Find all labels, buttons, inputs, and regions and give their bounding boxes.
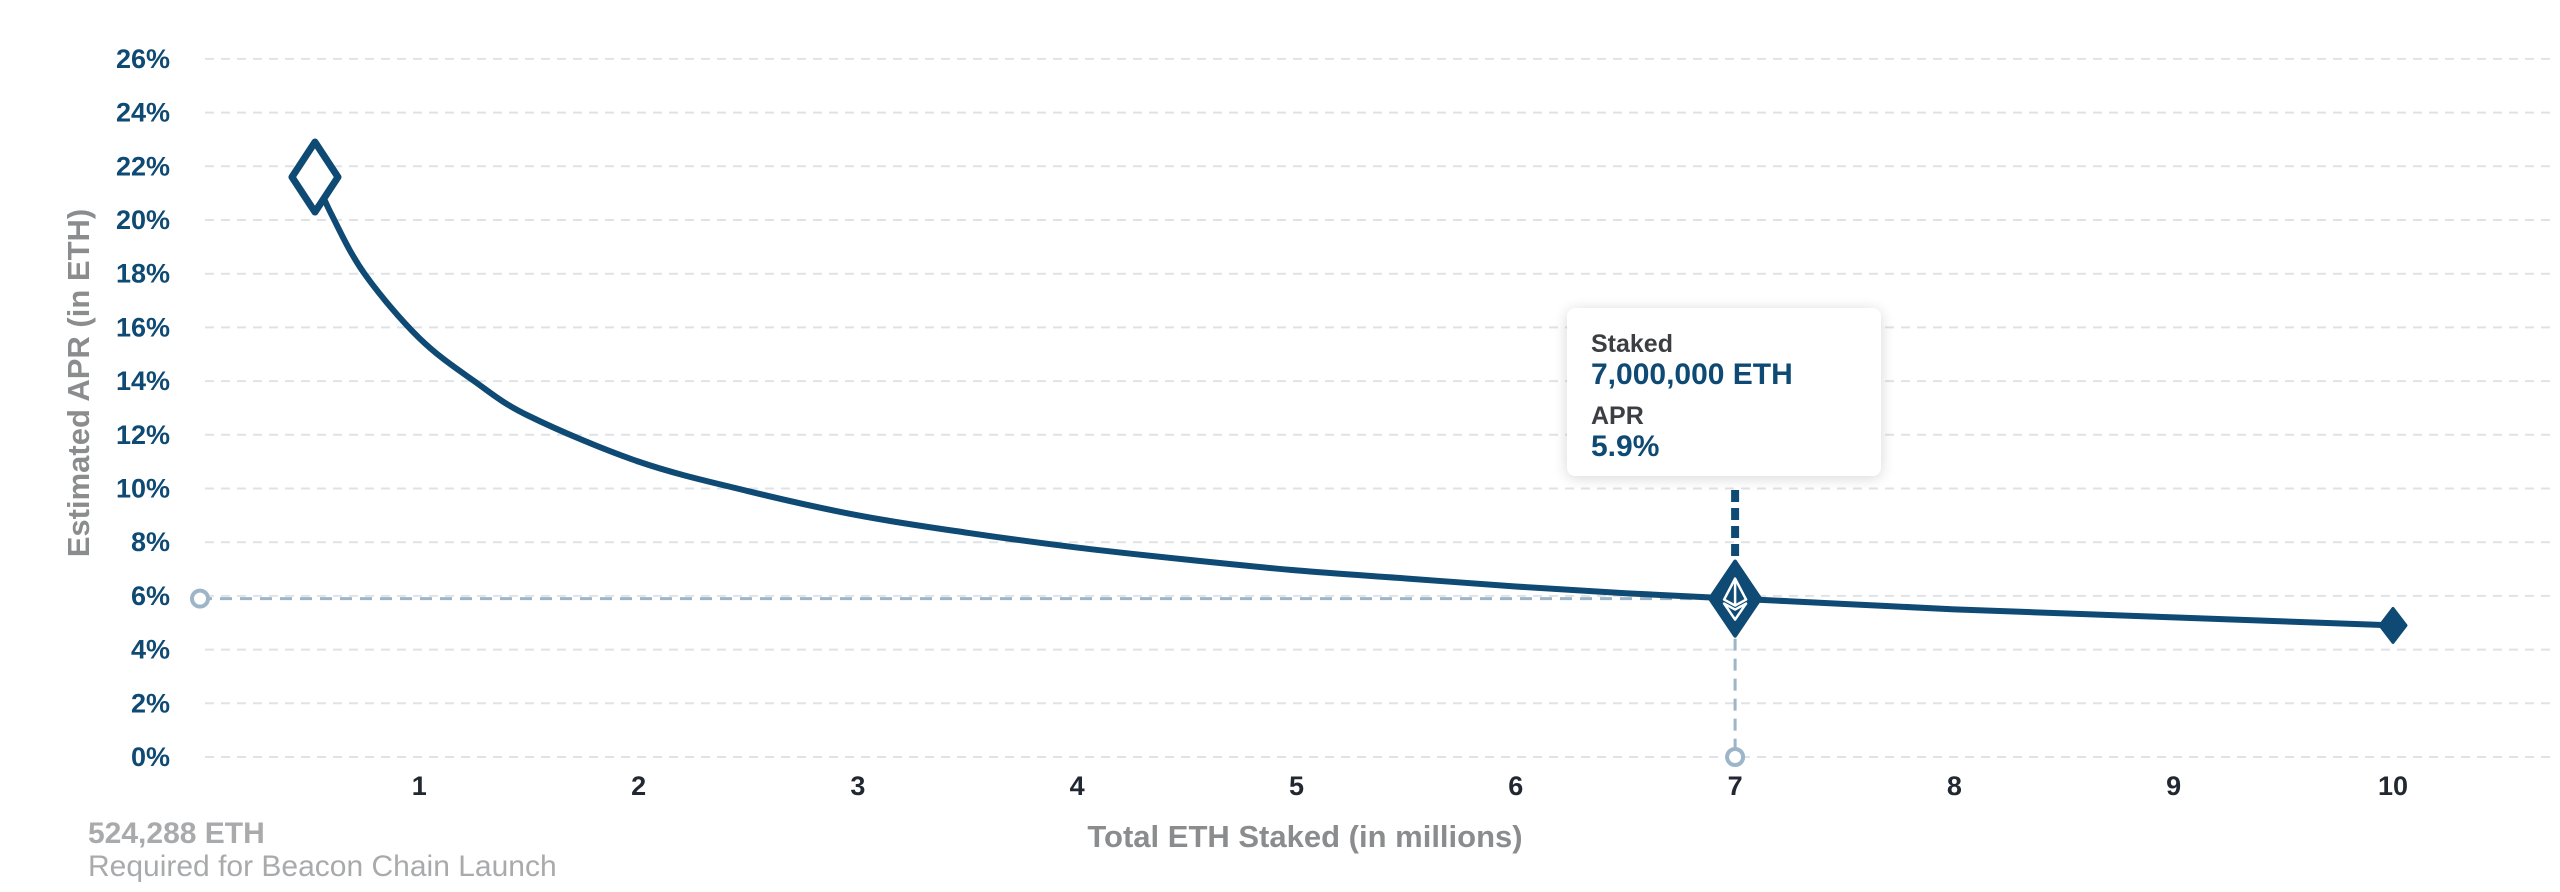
x-axis-ticks: 1 2 3 4 5 6 7 8 9 10 bbox=[412, 771, 2408, 801]
x-tick-label: 2 bbox=[631, 771, 646, 801]
y-tick-label: 12% bbox=[116, 420, 170, 450]
y-tick-label: 20% bbox=[116, 205, 170, 235]
guide-dot-x-axis bbox=[1725, 747, 1746, 767]
x-tick-label: 10 bbox=[2378, 771, 2408, 801]
start-diamond-marker bbox=[288, 138, 342, 216]
tooltip-apr-value: 5.9% bbox=[1591, 430, 1660, 463]
y-tick-label: 22% bbox=[116, 151, 170, 181]
y-tick-label: 24% bbox=[116, 98, 170, 128]
y-tick-label: 10% bbox=[116, 474, 170, 504]
grid-lines bbox=[205, 57, 2556, 758]
y-tick-label: 2% bbox=[131, 688, 170, 718]
y-axis-title: Estimated APR (in ETH) bbox=[61, 209, 96, 558]
y-tick-label: 16% bbox=[116, 312, 170, 342]
x-tick-label: 4 bbox=[1070, 771, 1085, 801]
apr-line bbox=[311, 174, 2396, 629]
y-tick-label: 26% bbox=[116, 44, 170, 74]
beacon-chain-eth-value: 524,288 ETH bbox=[88, 817, 265, 850]
end-diamond-marker bbox=[2378, 606, 2408, 644]
x-tick-label: 9 bbox=[2166, 771, 2181, 801]
x-tick-label: 8 bbox=[1947, 771, 1962, 801]
x-tick-label: 3 bbox=[850, 771, 865, 801]
y-tick-label: 6% bbox=[131, 581, 170, 611]
x-axis-title: Total ETH Staked (in millions) bbox=[1087, 819, 1522, 854]
x-tick-label: 1 bbox=[412, 771, 427, 801]
y-tick-label: 18% bbox=[116, 259, 170, 289]
guide-dot-y-axis bbox=[190, 588, 210, 609]
highlight-marker bbox=[1708, 559, 1763, 638]
y-tick-label: 4% bbox=[131, 635, 170, 665]
y-tick-label: 8% bbox=[131, 527, 170, 557]
x-tick-label: 6 bbox=[1508, 771, 1523, 801]
ethereum-icon bbox=[1722, 577, 1748, 621]
tooltip-staked-value: 7,000,000 ETH bbox=[1591, 358, 1793, 391]
apr-series bbox=[311, 174, 2396, 629]
markers bbox=[288, 138, 2408, 644]
beacon-chain-note: 524,288 ETH Required for Beacon Chain La… bbox=[88, 818, 557, 884]
x-tick-label: 7 bbox=[1728, 771, 1743, 801]
tooltip-staked-label: Staked bbox=[1591, 330, 1673, 358]
tooltip-apr-label: APR bbox=[1591, 402, 1644, 430]
y-axis-ticks: 0% 2% 4% 6% 8% 10% 12% 14% 16% 18% 20% 22% 24% 26% bbox=[116, 44, 170, 772]
tooltip: Staked 7,000,000 ETH APR 5.9% bbox=[1567, 308, 1881, 476]
y-tick-label: 14% bbox=[116, 366, 170, 396]
ethereum-icon-bottom bbox=[1722, 602, 1748, 621]
y-tick-label: 0% bbox=[131, 742, 170, 772]
beacon-chain-caption: Required for Beacon Chain Launch bbox=[88, 850, 557, 883]
x-tick-label: 5 bbox=[1289, 771, 1304, 801]
